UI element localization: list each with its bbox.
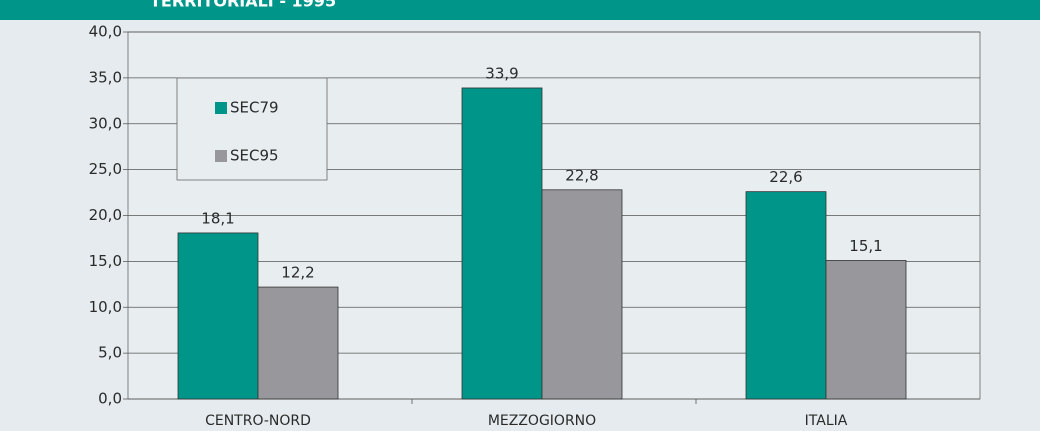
header-bar xyxy=(0,0,1040,20)
y-tick-label: 35,0 xyxy=(89,68,122,86)
y-tick-label: 40,0 xyxy=(89,23,122,41)
data-label: 33,9 xyxy=(485,64,518,82)
bar xyxy=(745,191,827,400)
data-label: 12,2 xyxy=(281,264,314,282)
x-tick-label: MEZZOGIORNO xyxy=(488,413,596,429)
legend-box xyxy=(176,77,328,181)
legend-swatch xyxy=(215,102,227,114)
header-title: TERRITORIALI - 1995 xyxy=(150,0,336,11)
y-tick-label: 10,0 xyxy=(89,298,122,316)
bar xyxy=(461,87,543,400)
bar xyxy=(177,232,259,400)
y-tick-label: 5,0 xyxy=(98,344,122,362)
bar xyxy=(825,260,907,400)
bar xyxy=(541,189,623,400)
data-label: 22,6 xyxy=(769,168,802,186)
legend-label: SEC95 xyxy=(230,147,279,165)
data-label: 18,1 xyxy=(201,209,234,227)
data-label: 15,1 xyxy=(849,237,882,255)
x-tick-label: CENTRO-NORD xyxy=(205,413,311,429)
x-tick-label: ITALIA xyxy=(805,413,848,429)
legend-swatch xyxy=(215,150,227,162)
y-tick-label: 30,0 xyxy=(89,114,122,132)
y-tick-label: 25,0 xyxy=(89,160,122,178)
y-tick-label: 20,0 xyxy=(89,206,122,224)
y-tick-label: 15,0 xyxy=(89,252,122,270)
bar xyxy=(257,286,339,400)
data-label: 22,8 xyxy=(565,166,598,184)
legend-label: SEC79 xyxy=(230,99,279,117)
y-tick-label: 0,0 xyxy=(98,390,122,408)
